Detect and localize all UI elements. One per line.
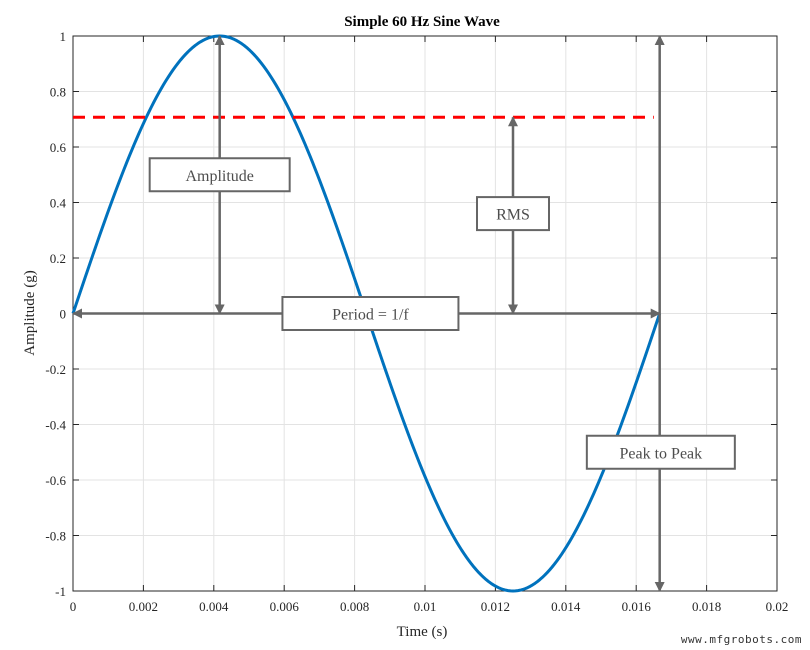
y-tick-label: 1	[60, 29, 67, 44]
y-tick-label: -0.4	[45, 418, 66, 433]
rms-label-box	[476, 196, 550, 232]
peak-to-peak-label-box	[585, 434, 736, 470]
amplitude-label: Amplitude	[185, 168, 253, 185]
y-tick-label: -0.8	[45, 529, 66, 544]
x-tick-label: 0.018	[692, 599, 721, 614]
y-tick-label: 0.8	[50, 85, 66, 100]
rms-label: RMS	[496, 207, 530, 224]
x-tick-label: 0	[70, 599, 77, 614]
x-tick-label: 0.002	[129, 599, 158, 614]
period-label: Period = 1/f	[332, 307, 409, 324]
x-tick-label: 0.016	[622, 599, 652, 614]
x-tick-label: 0.004	[199, 599, 229, 614]
y-tick-label: -0.2	[45, 362, 66, 377]
annotations: Amplitude RMS Period = 1/f Peak to Peak	[72, 35, 736, 592]
axes: 0 0.002 0.004 0.006 0.008 0.01 0.012 0.014 0.016…	[45, 29, 788, 614]
y-tick-label: 0.4	[50, 196, 67, 211]
y-axis-label: Amplitude (g)	[22, 270, 38, 355]
watermark: www.mfgrobots.com	[680, 633, 802, 646]
amplitude-label-box	[148, 157, 291, 193]
x-axis-label: Time (s)	[397, 624, 448, 640]
x-tick-label: 0.012	[481, 599, 510, 614]
x-tick-label: 0.006	[270, 599, 300, 614]
chart-title: Simple 60 Hz Sine Wave	[344, 14, 500, 30]
period-label-box	[281, 296, 460, 331]
y-tick-label: 0.6	[50, 140, 67, 155]
x-tick-label: 0.01	[414, 599, 437, 614]
x-tick-label: 0.008	[340, 599, 369, 614]
x-tick-label: 0.02	[766, 599, 789, 614]
y-tick-label: 0.2	[50, 251, 66, 266]
y-tick-label: 0	[60, 307, 67, 322]
x-tick-label: 0.014	[551, 599, 581, 614]
y-tick-label: -1	[55, 584, 66, 599]
y-tick-label: -0.6	[45, 473, 66, 488]
peak-to-peak-label: Peak to Peak	[620, 445, 703, 462]
